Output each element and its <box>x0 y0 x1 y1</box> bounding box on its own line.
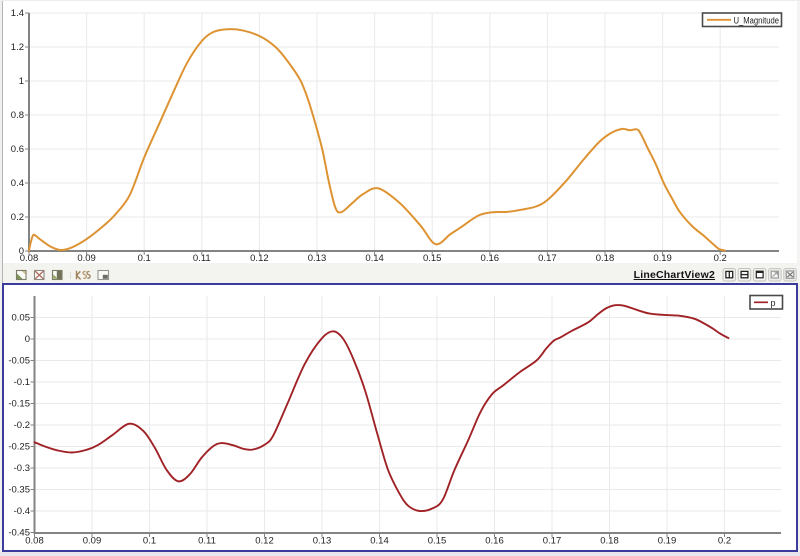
svg-text:0.09: 0.09 <box>77 253 96 264</box>
svg-text:0.19: 0.19 <box>658 536 677 547</box>
svg-text:-0.05: -0.05 <box>8 356 30 367</box>
svg-text:0.8: 0.8 <box>11 110 24 121</box>
svg-text:0.18: 0.18 <box>600 536 619 547</box>
svg-text:1.2: 1.2 <box>11 42 24 53</box>
svg-text:0.11: 0.11 <box>193 253 211 264</box>
svg-text:0.12: 0.12 <box>255 536 274 547</box>
svg-text:1: 1 <box>19 76 24 87</box>
svg-text:0.2: 0.2 <box>11 212 24 223</box>
svg-text:-0.3: -0.3 <box>14 463 30 474</box>
svg-text:0.14: 0.14 <box>365 253 384 264</box>
svg-text:0.14: 0.14 <box>370 536 389 547</box>
svg-text:0.15: 0.15 <box>423 253 442 264</box>
svg-text:0.13: 0.13 <box>308 253 327 264</box>
svg-text:-0.25: -0.25 <box>8 442 30 453</box>
svg-text:0.18: 0.18 <box>596 253 615 264</box>
svg-text:0.16: 0.16 <box>481 253 500 264</box>
svg-text:0.11: 0.11 <box>198 536 216 547</box>
svg-text:0.19: 0.19 <box>653 253 672 264</box>
svg-text:0.08: 0.08 <box>20 253 39 264</box>
svg-text:0.13: 0.13 <box>313 536 332 547</box>
svg-text:0.1: 0.1 <box>143 536 156 547</box>
svg-text:0.09: 0.09 <box>83 536 102 547</box>
svg-text:0.1: 0.1 <box>138 253 151 264</box>
svg-text:0.05: 0.05 <box>12 313 31 324</box>
svg-text:0.2: 0.2 <box>718 536 731 547</box>
svg-text:p: p <box>771 298 776 308</box>
svg-text:-0.2: -0.2 <box>14 420 30 431</box>
svg-text:0.16: 0.16 <box>485 536 504 547</box>
svg-text:0.08: 0.08 <box>25 536 44 547</box>
svg-text:-0.35: -0.35 <box>8 485 30 496</box>
svg-text:0.12: 0.12 <box>250 253 269 264</box>
svg-text:0.2: 0.2 <box>714 253 727 264</box>
svg-text:0.6: 0.6 <box>11 144 24 155</box>
svg-text:1.4: 1.4 <box>11 8 24 19</box>
svg-text:-0.45: -0.45 <box>8 528 30 539</box>
svg-text:-0.4: -0.4 <box>14 506 30 517</box>
svg-text:0.17: 0.17 <box>538 253 557 264</box>
svg-text:0.15: 0.15 <box>428 536 447 547</box>
svg-text:0.17: 0.17 <box>543 536 562 547</box>
svg-text:-0.1: -0.1 <box>14 377 30 388</box>
svg-text:-0.15: -0.15 <box>8 399 30 410</box>
svg-text:0.4: 0.4 <box>11 178 24 189</box>
svg-text:U_Magnitude: U_Magnitude <box>734 15 780 25</box>
svg-text:0: 0 <box>19 246 24 257</box>
svg-text:0: 0 <box>25 334 30 345</box>
